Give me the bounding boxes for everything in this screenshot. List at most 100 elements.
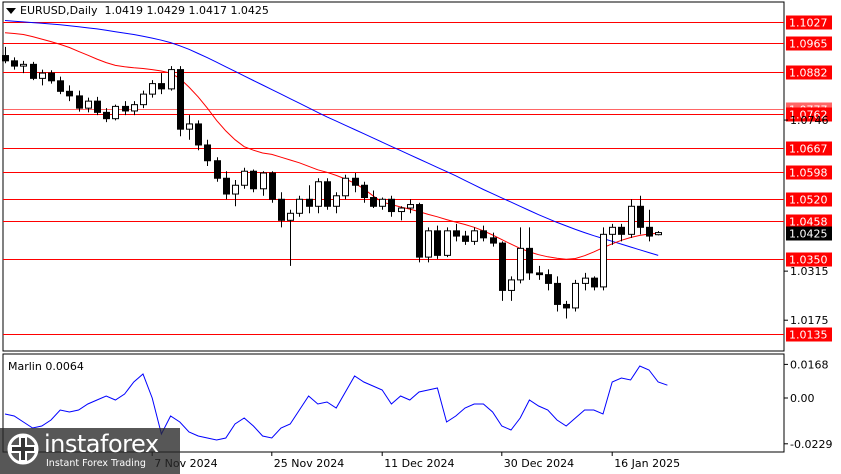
indicator-frame	[2, 353, 785, 453]
level-label-bg	[786, 107, 832, 122]
candle-body	[287, 212, 294, 221]
price-tick-label: 1.0315	[790, 265, 829, 278]
candle-body	[609, 226, 616, 235]
candle-body	[76, 95, 83, 109]
candle-body	[655, 232, 662, 236]
triangle-down-icon	[6, 8, 16, 14]
price-tick-label: 1.0175	[790, 314, 829, 327]
candle-body	[352, 177, 359, 186]
candle-body	[637, 205, 644, 228]
candle-body	[370, 197, 377, 207]
candle-body	[407, 204, 414, 209]
candle-body	[618, 226, 625, 235]
candle-body	[20, 63, 27, 67]
candle-body	[453, 230, 460, 237]
candle-body	[425, 230, 432, 258]
candle-body	[112, 105, 119, 120]
candle-body	[39, 72, 46, 79]
level-label-bg	[786, 192, 832, 207]
level-label-bg	[786, 226, 832, 241]
candle-body	[186, 123, 193, 130]
slow-ma-line	[4, 20, 659, 256]
main-chart-frame	[2, 1, 785, 352]
indicator-tick-label: 0.0168	[790, 358, 829, 371]
candle-body	[536, 272, 543, 276]
level-label: 1.0350	[789, 254, 828, 267]
indicator-tick-label: -0.0229	[790, 438, 832, 451]
symbol-timeframe: EURUSD,Daily	[20, 4, 98, 17]
candle-body	[591, 277, 598, 288]
candle-body	[168, 69, 175, 90]
date-label: 11 Dec 2024	[384, 457, 454, 470]
candle-body	[30, 63, 37, 79]
marlin-line	[4, 365, 668, 441]
candle-body	[342, 177, 349, 197]
candle-body	[545, 274, 552, 284]
candle-body	[490, 237, 497, 244]
indicator-title: Marlin 0.0064	[8, 360, 84, 373]
candle-body	[11, 60, 18, 67]
slow-moving-average	[4, 20, 659, 256]
fast-moving-average	[4, 32, 659, 260]
candle-body	[195, 123, 202, 146]
ohlc-values: 1.0419 1.0429 1.0417 1.0425	[104, 4, 269, 17]
watermark-tagline: Instant Forex Trading	[46, 458, 146, 469]
candle-body	[223, 177, 230, 195]
candle-body	[480, 230, 487, 239]
candle-body	[361, 184, 368, 199]
candle-body	[508, 279, 515, 291]
level-label: 1.0667	[789, 143, 828, 156]
candle-body	[149, 83, 156, 95]
level-label-bg	[786, 327, 832, 342]
candle-body	[177, 69, 184, 130]
candle-body	[296, 198, 303, 214]
level-label: 1.0520	[789, 194, 828, 207]
candle-body	[85, 100, 92, 109]
candle-body	[48, 72, 55, 82]
candlesticks	[2, 46, 662, 319]
horizontal-levels[interactable]	[3, 22, 784, 335]
candle-body	[444, 230, 451, 256]
candle-body	[131, 104, 138, 112]
level-label: 1.0762	[789, 109, 828, 122]
candle-body	[204, 144, 211, 162]
level-label-bg	[786, 252, 832, 267]
price-axis: 1.10271.09651.08821.07771.07621.06671.05…	[784, 15, 832, 451]
candle-body	[57, 80, 64, 92]
candle-body	[646, 226, 653, 237]
level-label: 1.1027	[789, 17, 828, 30]
candle-body	[471, 230, 478, 242]
time-axis: 7 Nov 2024 25 Nov 2024 11 Dec 2024 30 Dec 2…	[151, 452, 680, 470]
candle-body	[600, 233, 607, 288]
candle-body	[306, 198, 313, 207]
candle-body	[517, 247, 524, 281]
level-label-bg	[786, 65, 832, 80]
date-label: 30 Dec 2024	[504, 457, 574, 470]
candle-body	[241, 170, 248, 186]
level-label: 1.0425	[789, 228, 828, 241]
level-label-bg	[786, 141, 832, 156]
candle-body	[260, 172, 267, 190]
indicator-tick-label: 0.00	[790, 392, 815, 405]
candle-body	[269, 172, 276, 200]
candle-body	[499, 242, 506, 291]
candle-body	[278, 198, 285, 221]
price-tick-label: 1.0746	[790, 114, 829, 127]
candle-body	[232, 184, 239, 195]
candle-body	[214, 160, 221, 179]
level-label: 1.0598	[789, 167, 828, 180]
candle-body	[554, 282, 561, 305]
candle-body	[398, 207, 405, 213]
level-label-bg	[786, 214, 832, 229]
chart-title: EURUSD,Daily 1.0419 1.0429 1.0417 1.0425	[6, 4, 269, 17]
watermark-name: instaforex	[44, 430, 159, 458]
candle-body	[324, 181, 331, 207]
level-label: 1.0135	[789, 329, 828, 342]
date-label: 25 Nov 2024	[274, 457, 344, 470]
candle-body	[462, 235, 469, 242]
candle-body	[563, 303, 570, 309]
indicator-line	[4, 365, 668, 441]
candle-body	[526, 247, 533, 274]
watermark-logo: instaforex Instant Forex Trading	[0, 428, 180, 474]
